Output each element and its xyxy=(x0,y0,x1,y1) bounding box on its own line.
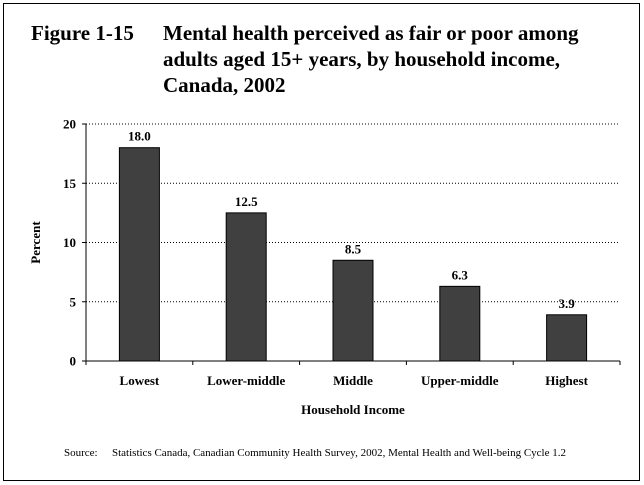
x-tick-label: Lower-middle xyxy=(207,373,285,388)
y-tick-label: 0 xyxy=(70,354,77,369)
source-label: Source: xyxy=(64,447,98,459)
data-label: 3.9 xyxy=(558,296,575,311)
y-tick-label: 15 xyxy=(63,176,77,191)
bars xyxy=(118,147,588,362)
x-tick-label: Highest xyxy=(545,373,588,388)
data-label: 6.3 xyxy=(452,267,469,282)
y-tick-label: 10 xyxy=(63,235,76,250)
bar xyxy=(118,147,160,362)
bar xyxy=(439,285,481,362)
x-tick-label: Upper-middle xyxy=(421,373,499,388)
axes xyxy=(82,123,621,365)
bar xyxy=(546,314,588,362)
bar xyxy=(225,212,267,362)
labels: 0 5 10 15 20 18.0 Lowest 12.5 Lower-middle 8.5 Mid… xyxy=(28,117,589,418)
data-label: 12.5 xyxy=(235,194,258,209)
data-label: 18.0 xyxy=(128,129,151,144)
figure-number: Figure 1-15 xyxy=(31,21,134,45)
y-tick-label: 20 xyxy=(63,117,76,132)
data-label: 8.5 xyxy=(345,241,362,256)
x-tick-label: Middle xyxy=(333,373,373,388)
source-text: Statistics Canada, Canadian Community He… xyxy=(112,447,566,459)
y-tick-label: 5 xyxy=(70,294,77,309)
bar xyxy=(332,259,374,362)
y-axis-title: Percent xyxy=(28,221,43,264)
figure-title: Mental health perceived as fair or poor … xyxy=(163,21,579,97)
x-axis-title: Household Income xyxy=(301,402,405,417)
x-tick-label: Lowest xyxy=(120,373,160,388)
